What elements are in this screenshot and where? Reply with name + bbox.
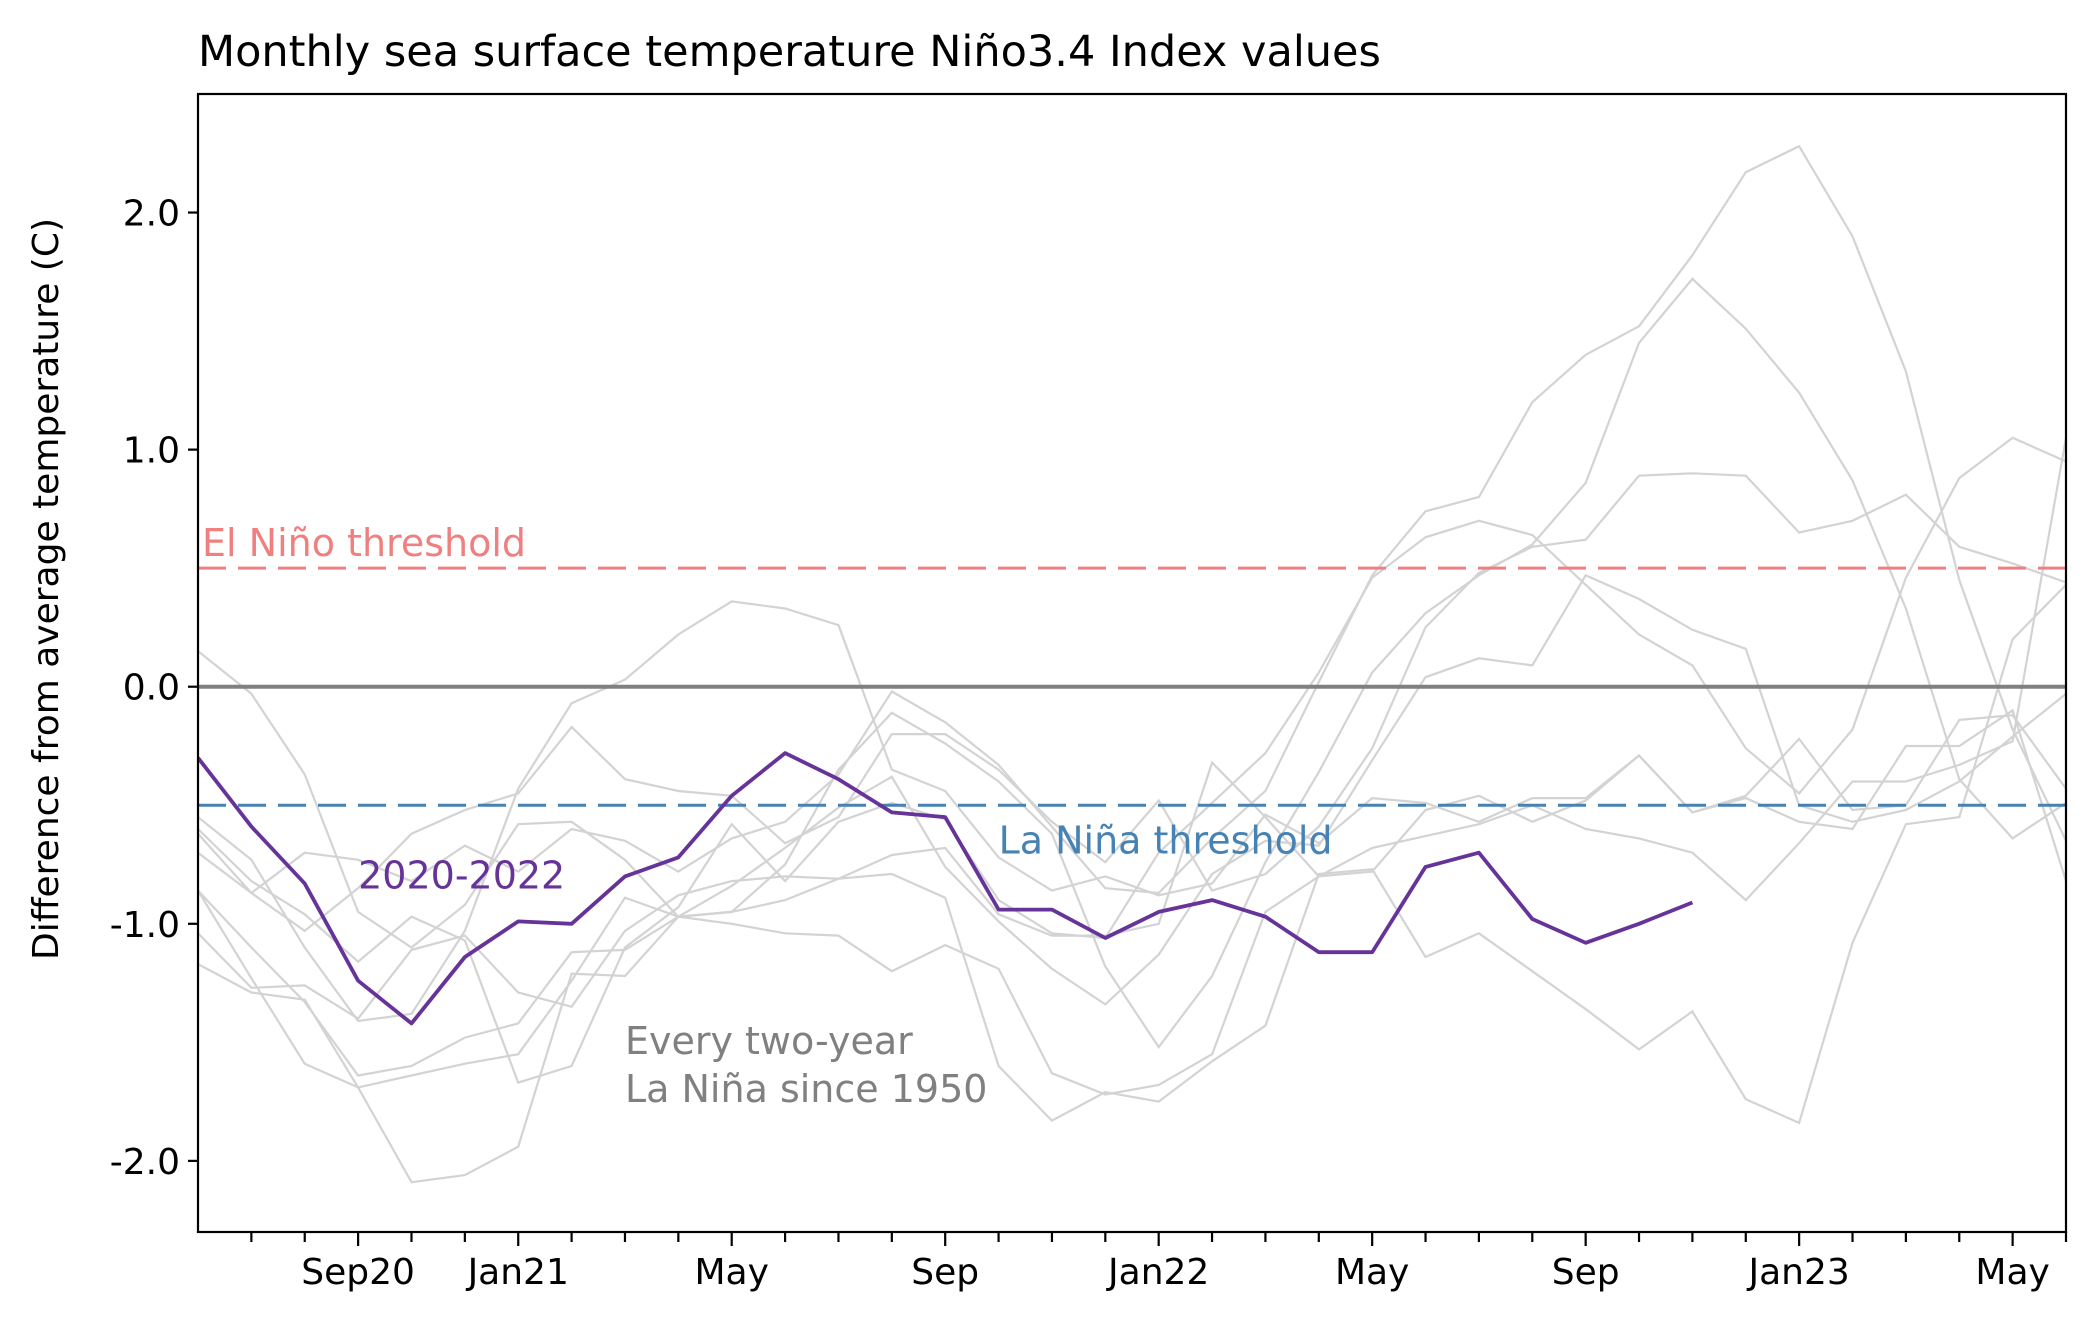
y-tick-label: -2.0 — [110, 1142, 180, 1183]
background-series-line-2 — [198, 600, 2066, 1023]
el-nino-threshold-label: El Niño threshold — [202, 521, 526, 565]
background-series-line-9 — [198, 436, 2066, 1084]
x-tick-label: Sep — [911, 1252, 979, 1293]
chart-title: Monthly sea surface temperature Niño3.4 … — [198, 27, 1381, 77]
background-series-line-5 — [198, 277, 2066, 1077]
plot-area — [198, 144, 2066, 1184]
x-tick-label: May — [694, 1252, 768, 1293]
background-series-line-7 — [198, 437, 2066, 1184]
x-tick-label: Sep20 — [301, 1252, 415, 1293]
plot-frame — [196, 92, 2068, 1234]
series-label-2020-2022: 2020-2022 — [358, 853, 565, 897]
y-tick-label: 0.0 — [123, 668, 180, 709]
y-axis-label: Difference from average temperature (C) — [26, 218, 67, 960]
background-series-line-8 — [198, 584, 2066, 1125]
background-series-line-3 — [198, 472, 2066, 933]
x-tick-label: Jan23 — [1746, 1252, 1849, 1293]
x-tick-label: Jan22 — [1106, 1252, 1209, 1293]
background-series-label: Every two-year — [625, 1019, 913, 1063]
background-series-label: La Niña since 1950 — [625, 1067, 987, 1111]
x-tick-label: Sep — [1552, 1252, 1620, 1293]
series-line-2020-2022 — [198, 751, 1694, 1026]
y-tick-label: 1.0 — [123, 431, 180, 472]
annotations: 2.0 1.0 0.0 -1.0 -2.0 Sep20 Jan21 May Sep Jan22 Ma… — [110, 194, 2068, 1293]
plot-clip-group — [198, 144, 2066, 1184]
la-nina-threshold-label: La Niña threshold — [999, 818, 1333, 862]
x-tick-label: May — [1335, 1252, 1409, 1293]
x-tick-label: Jan21 — [466, 1252, 569, 1293]
background-series-line-4 — [198, 144, 2066, 895]
x-tick-label: May — [1975, 1252, 2049, 1293]
background-series-line-1 — [198, 650, 2066, 949]
y-tick-label: -1.0 — [110, 905, 180, 946]
y-tick-label: 2.0 — [123, 194, 180, 235]
